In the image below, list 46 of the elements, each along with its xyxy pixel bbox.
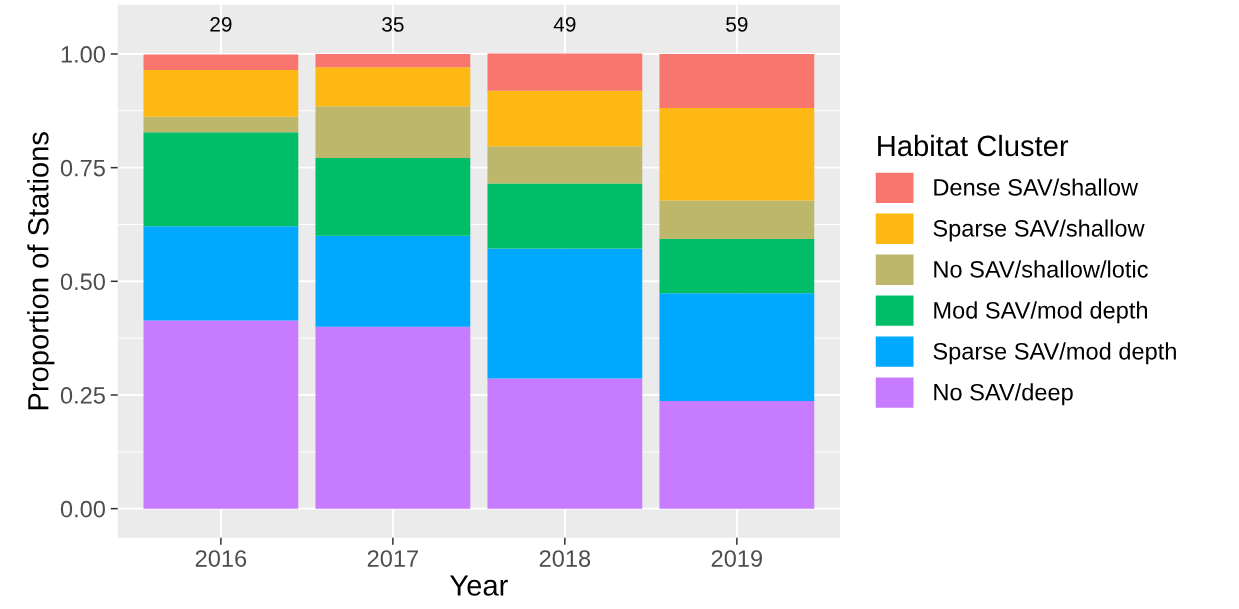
x-tick-label: 2016	[195, 550, 247, 567]
annotation: 49	[553, 17, 576, 32]
legend-label: Sparse SAV/shallow	[933, 219, 1145, 242]
annotation: 35	[382, 17, 404, 32]
bar	[143, 132, 299, 227]
bar	[143, 116, 299, 133]
y-tick-label: 0.00	[60, 500, 105, 518]
bar	[659, 293, 815, 401]
annotation: 59	[726, 17, 748, 32]
x-tick-label: 2019	[711, 550, 762, 567]
legend-title: Habitat Cluster	[878, 134, 1069, 157]
x-axis-title: Year	[450, 575, 508, 596]
y-tick-label: 0.25	[60, 387, 105, 404]
bar	[315, 106, 471, 159]
bar	[659, 239, 815, 294]
legend-label: No SAV/deep	[934, 383, 1073, 406]
annotation: 29	[210, 17, 232, 32]
legend-label: No SAV/shallow/lotic	[934, 260, 1148, 278]
bar	[487, 378, 643, 509]
legend-label: Dense SAV/shallow	[934, 178, 1139, 196]
y-tick-label: 1.00	[61, 46, 105, 63]
x-tick-label: 2017	[367, 550, 418, 567]
x-tick-label: 2018	[539, 550, 591, 567]
bar	[315, 53, 471, 68]
bar	[315, 158, 471, 236]
bar	[659, 53, 815, 109]
bar	[487, 183, 643, 249]
bar	[659, 400, 815, 509]
bar	[315, 67, 471, 107]
y-tick-label: 0.75	[60, 159, 105, 177]
bar	[143, 54, 299, 70]
legend-label: Sparse SAV/mod depth	[933, 342, 1176, 365]
bar	[315, 326, 471, 509]
y-tick-label: 0.50	[60, 273, 105, 291]
bar	[315, 235, 471, 327]
bar	[487, 90, 643, 147]
y-axis-title: Proportion of Stations	[27, 132, 55, 410]
legend-label: Mod SAV/mod depth	[934, 301, 1147, 324]
bar	[143, 320, 299, 509]
bar	[487, 146, 643, 184]
bar	[143, 69, 299, 117]
bar	[487, 53, 643, 91]
bar	[143, 226, 299, 321]
bar	[487, 248, 643, 379]
bar	[659, 200, 815, 240]
bar	[659, 108, 815, 201]
